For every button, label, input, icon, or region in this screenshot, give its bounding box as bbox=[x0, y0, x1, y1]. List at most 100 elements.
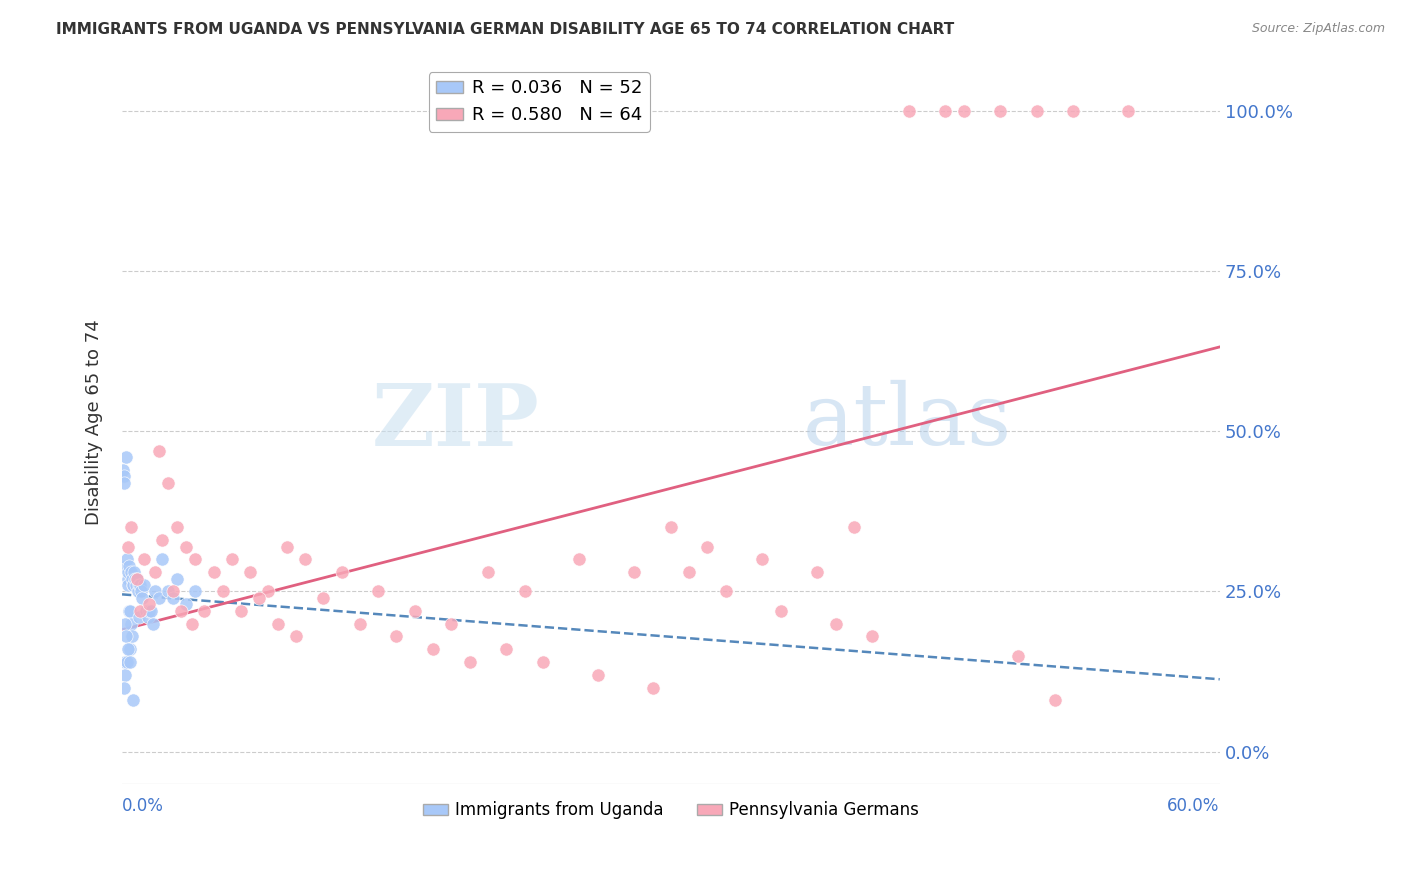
Point bbox=[120, 604, 142, 618]
Point bbox=[111, 463, 134, 477]
Point bbox=[112, 475, 135, 490]
Point bbox=[568, 552, 591, 566]
Point bbox=[122, 578, 145, 592]
Point bbox=[117, 572, 139, 586]
Point bbox=[118, 558, 141, 573]
Point bbox=[125, 578, 148, 592]
Point bbox=[142, 616, 165, 631]
Point bbox=[138, 597, 160, 611]
Point bbox=[193, 604, 215, 618]
Point bbox=[162, 584, 184, 599]
Point bbox=[174, 597, 197, 611]
Point bbox=[150, 533, 173, 548]
Point bbox=[115, 655, 138, 669]
Point bbox=[266, 616, 288, 631]
Point bbox=[122, 693, 145, 707]
Point bbox=[120, 566, 142, 580]
Point bbox=[141, 604, 163, 618]
Point bbox=[824, 616, 846, 631]
Point bbox=[166, 520, 188, 534]
Point bbox=[156, 584, 179, 599]
Point bbox=[117, 540, 139, 554]
Point bbox=[114, 667, 136, 681]
Point bbox=[120, 520, 142, 534]
Point bbox=[659, 520, 682, 534]
Point bbox=[115, 558, 138, 573]
Point bbox=[247, 591, 270, 605]
Point bbox=[117, 566, 139, 580]
Text: ZIP: ZIP bbox=[371, 380, 538, 464]
Point bbox=[166, 572, 188, 586]
Point bbox=[128, 578, 150, 592]
Point bbox=[162, 591, 184, 605]
Point bbox=[115, 629, 138, 643]
Point bbox=[513, 584, 536, 599]
Point bbox=[135, 604, 157, 618]
Point bbox=[751, 552, 773, 566]
Point bbox=[120, 616, 142, 631]
Point bbox=[221, 552, 243, 566]
Point bbox=[150, 552, 173, 566]
Point bbox=[988, 103, 1011, 118]
Point bbox=[169, 604, 191, 618]
Point bbox=[132, 578, 155, 592]
Point bbox=[129, 584, 152, 599]
Point bbox=[117, 642, 139, 657]
Point bbox=[120, 655, 142, 669]
Point bbox=[276, 540, 298, 554]
Text: 60.0%: 60.0% bbox=[1167, 797, 1220, 814]
Point bbox=[897, 103, 920, 118]
Point bbox=[477, 566, 499, 580]
Point bbox=[1062, 103, 1084, 118]
Point bbox=[229, 604, 252, 618]
Point bbox=[211, 584, 233, 599]
Point bbox=[440, 616, 463, 631]
Point bbox=[112, 681, 135, 695]
Point bbox=[349, 616, 371, 631]
Point bbox=[1025, 103, 1047, 118]
Point bbox=[118, 642, 141, 657]
Point bbox=[284, 629, 307, 643]
Point bbox=[531, 655, 554, 669]
Point bbox=[952, 103, 974, 118]
Point bbox=[125, 572, 148, 586]
Point bbox=[367, 584, 389, 599]
Point bbox=[184, 584, 207, 599]
Point bbox=[136, 610, 159, 624]
Point bbox=[128, 610, 150, 624]
Point bbox=[294, 552, 316, 566]
Point bbox=[148, 443, 170, 458]
Point bbox=[114, 616, 136, 631]
Point bbox=[769, 604, 792, 618]
Point bbox=[184, 552, 207, 566]
Point bbox=[143, 566, 166, 580]
Point bbox=[1043, 693, 1066, 707]
Point bbox=[156, 475, 179, 490]
Point bbox=[174, 540, 197, 554]
Point bbox=[1116, 103, 1139, 118]
Point bbox=[115, 552, 138, 566]
Point bbox=[127, 584, 149, 599]
Point bbox=[696, 540, 718, 554]
Point bbox=[125, 572, 148, 586]
Point bbox=[118, 604, 141, 618]
Point bbox=[180, 616, 202, 631]
Point bbox=[122, 566, 145, 580]
Point bbox=[934, 103, 956, 118]
Legend: Immigrants from Uganda, Pennsylvania Germans: Immigrants from Uganda, Pennsylvania Ger… bbox=[416, 795, 925, 826]
Point bbox=[129, 604, 152, 618]
Point bbox=[121, 572, 143, 586]
Text: atlas: atlas bbox=[803, 380, 1012, 463]
Point bbox=[114, 450, 136, 464]
Point bbox=[239, 566, 262, 580]
Point bbox=[114, 655, 136, 669]
Point bbox=[586, 667, 609, 681]
Point bbox=[842, 520, 865, 534]
Point bbox=[806, 566, 828, 580]
Point bbox=[131, 591, 153, 605]
Point bbox=[148, 591, 170, 605]
Text: 0.0%: 0.0% bbox=[122, 797, 165, 814]
Point bbox=[312, 591, 335, 605]
Point bbox=[124, 572, 146, 586]
Point bbox=[404, 604, 426, 618]
